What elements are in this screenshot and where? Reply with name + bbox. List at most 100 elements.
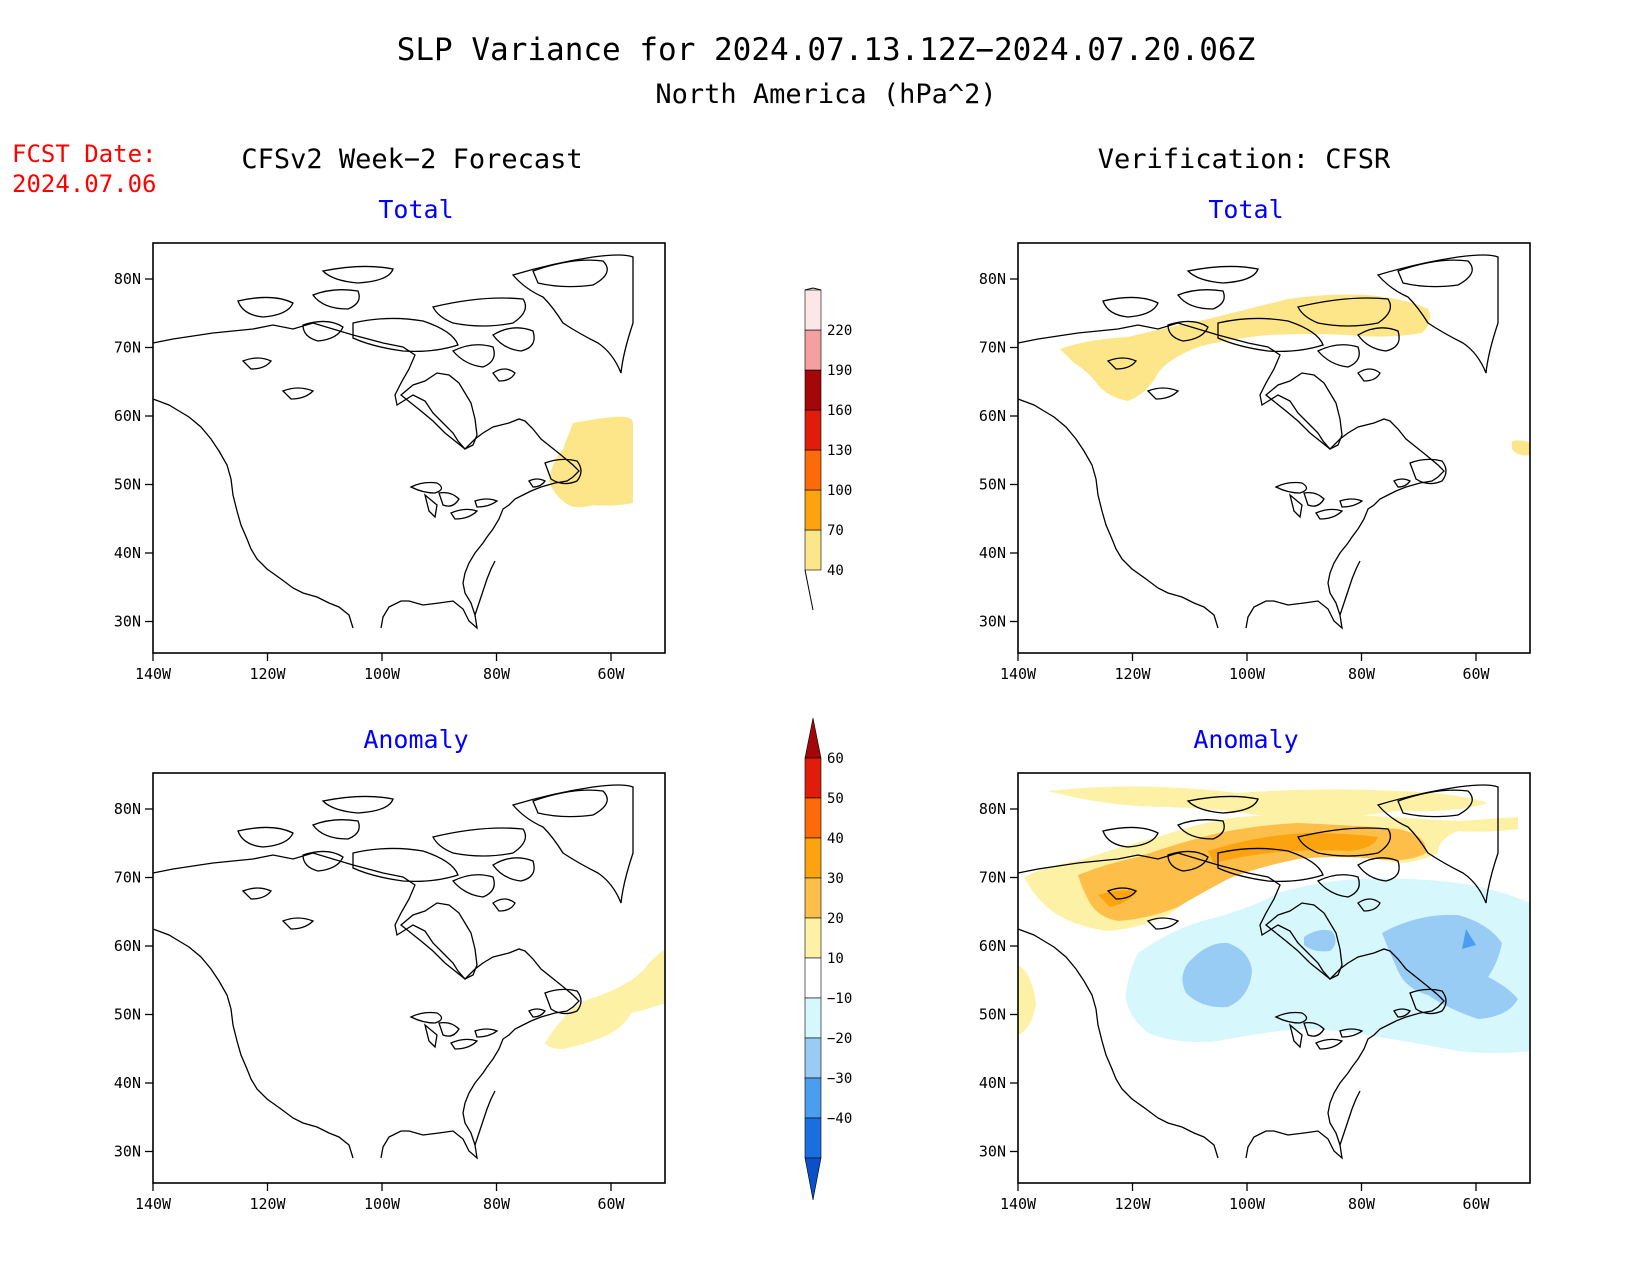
verification-anomaly-title: Anomaly: [1193, 725, 1298, 754]
colorbar-segment: [804, 1117, 822, 1159]
y-tick-label: 70N: [979, 869, 1006, 887]
y-tick-label: 30N: [114, 1143, 141, 1161]
x-tick-label: 60W: [1462, 665, 1490, 683]
forecast-anomaly-title: Anomaly: [363, 725, 468, 754]
y-tick-label: 60N: [114, 407, 141, 425]
x-tick-label: 60W: [1462, 1195, 1490, 1213]
fcst-date-label: FCST Date:: [12, 140, 157, 168]
y-tick-label: 70N: [979, 339, 1006, 357]
y-tick-label: 50N: [979, 1006, 1006, 1024]
forecast-total-map: [152, 242, 666, 654]
x-tick-label: 100W: [1229, 665, 1266, 683]
colorbar-label: 60: [827, 751, 844, 767]
colorbar-segment: [804, 529, 822, 571]
x-tick-label: 140W: [135, 665, 172, 683]
x-tick-label: 140W: [1000, 1195, 1037, 1213]
colorbar-segment: [804, 489, 822, 531]
verification-anomaly-map: [1017, 772, 1531, 1184]
y-tick-label: 70N: [114, 869, 141, 887]
colorbar-segment: [804, 369, 822, 411]
y-tick-label: 40N: [979, 544, 1006, 562]
colorbar-label: 100: [827, 483, 852, 499]
x-tick-label: 120W: [249, 665, 286, 683]
total-colorbar: 40 70 100 130 160 190 220: [804, 287, 852, 611]
x-tick-label: 100W: [364, 665, 401, 683]
colorbar-segment: [804, 329, 822, 371]
colorbar-segment: [804, 917, 822, 959]
y-tick-label: 80N: [979, 270, 1006, 288]
fcst-date-value: 2024.07.06: [12, 170, 157, 198]
y-tick-label: 50N: [979, 476, 1006, 494]
colorbar-segment: [804, 289, 822, 331]
y-tick-label: 50N: [114, 1006, 141, 1024]
colorbar-arrow-bottom: [804, 1157, 822, 1201]
x-tick-label: 80W: [1348, 1195, 1376, 1213]
y-tick-label: 30N: [979, 613, 1006, 631]
colorbar-label: 130: [827, 443, 852, 459]
y-tick-label: 40N: [114, 1074, 141, 1092]
colorbar-label: 220: [827, 323, 852, 339]
x-tick-label: 120W: [1114, 665, 1151, 683]
x-tick-label: 80W: [483, 665, 511, 683]
x-tick-label: 140W: [135, 1195, 172, 1213]
colorbar-label: −10: [827, 991, 852, 1007]
y-tick-label: 40N: [114, 544, 141, 562]
colorbar-segment: [804, 877, 822, 919]
x-tick-label: 120W: [249, 1195, 286, 1213]
colorbar-arrow-top: [804, 717, 822, 759]
verification-total-map: [1017, 242, 1531, 654]
colorbar-segment: [804, 997, 822, 1039]
left-column-title: CFSv2 Week−2 Forecast: [241, 144, 582, 175]
colorbar-label: 20: [827, 911, 844, 927]
verification-total-title: Total: [1208, 195, 1283, 224]
colorbar-label: −30: [827, 1071, 852, 1087]
x-tick-label: 100W: [1229, 1195, 1266, 1213]
colorbar-segment: [804, 409, 822, 451]
verification-total-shading: [1060, 294, 1430, 401]
colorbar-label: −20: [827, 1031, 852, 1047]
colorbar-segment: [804, 957, 822, 999]
y-tick-label: 80N: [114, 270, 141, 288]
right-column-title: Verification: CFSR: [1098, 144, 1391, 175]
colorbar-segment: [804, 1037, 822, 1079]
x-tick-label: 60W: [597, 665, 625, 683]
main-subtitle: North America (hPa^2): [655, 79, 996, 110]
colorbar-label: 30: [827, 871, 844, 887]
colorbar-label: 10: [827, 951, 844, 967]
colorbar-segment: [804, 449, 822, 491]
colorbar-label: 190: [827, 363, 852, 379]
forecast-total-title: Total: [378, 195, 453, 224]
x-tick-label: 80W: [1348, 665, 1376, 683]
colorbar-segment: [804, 757, 822, 799]
y-tick-label: 80N: [114, 800, 141, 818]
x-tick-label: 140W: [1000, 665, 1037, 683]
forecast-anomaly-map: [152, 772, 666, 1184]
y-tick-label: 80N: [979, 800, 1006, 818]
x-tick-label: 120W: [1114, 1195, 1151, 1213]
x-tick-label: 60W: [597, 1195, 625, 1213]
colorbar-label: 160: [827, 403, 852, 419]
y-tick-label: 60N: [979, 937, 1006, 955]
colorbar-segment: [804, 837, 822, 879]
colorbar-label: 40: [827, 563, 844, 579]
colorbar-label: −40: [827, 1111, 852, 1127]
forecast-anomaly-shading: [545, 949, 665, 1049]
forecast-total-shading: [549, 416, 633, 508]
colorbar-segment: [804, 1077, 822, 1119]
y-tick-label: 30N: [979, 1143, 1006, 1161]
y-tick-label: 50N: [114, 476, 141, 494]
axes-layer: 140W 120W 100W 80W 60W 80N 70N 60N 50N 40N 30N 140W…: [114, 270, 1491, 1213]
y-tick-label: 40N: [979, 1074, 1006, 1092]
x-tick-label: 100W: [364, 1195, 401, 1213]
x-tick-label: 80W: [483, 1195, 511, 1213]
main-title: SLP Variance for 2024.07.13.12Z−2024.07.…: [397, 32, 1256, 68]
colorbar-label: 40: [827, 831, 844, 847]
y-tick-label: 60N: [114, 937, 141, 955]
anomaly-colorbar: 60 50 40 30 20 10 −10 −20 −30 −40: [804, 717, 852, 1201]
y-tick-label: 30N: [114, 613, 141, 631]
colorbar-label: 70: [827, 523, 844, 539]
colorbar-label: 50: [827, 791, 844, 807]
colorbar-segment: [804, 797, 822, 839]
y-tick-label: 70N: [114, 339, 141, 357]
